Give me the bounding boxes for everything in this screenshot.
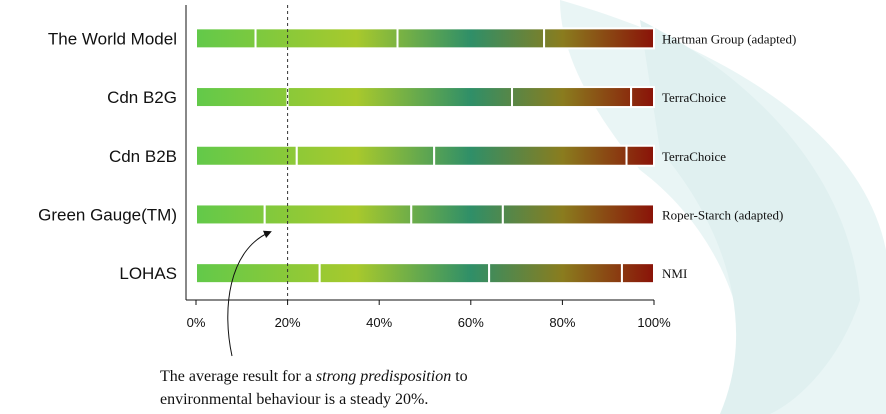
annotation-line-1: The average result for a strong predispo… (160, 368, 468, 385)
bar-segment (196, 204, 265, 224)
chart: 0% 20% 40% 60% 80% 100% The World Model Hartman… (0, 0, 886, 414)
bar-segment (512, 87, 631, 107)
bar-segment (256, 28, 398, 48)
bar-segment (544, 28, 654, 48)
category-label: Cdn B2B (109, 147, 177, 166)
annotation-arrow (228, 232, 270, 356)
annotation-text: to (451, 368, 467, 385)
bar-segment (288, 87, 512, 107)
source-label: NMI (662, 266, 687, 281)
bar-segment (297, 146, 434, 166)
bar-segment (196, 146, 297, 166)
x-tick-label: 100% (637, 315, 671, 330)
bar-segment (265, 204, 412, 224)
bar-segment (196, 87, 288, 107)
x-tick-label: 60% (458, 315, 484, 330)
annotation-text: The average result for a (160, 368, 316, 385)
category-label: Green Gauge(TM) (38, 205, 177, 224)
bar-segment (622, 263, 654, 283)
category-label: LOHAS (119, 264, 177, 283)
annotation-italic: strong predisposition (316, 368, 451, 385)
x-tick-label: 20% (275, 315, 301, 330)
bar-segment (627, 146, 654, 166)
bar-segment (631, 87, 654, 107)
x-tick-label: 80% (549, 315, 575, 330)
bar-segment (320, 263, 489, 283)
x-tick-label: 0% (187, 315, 206, 330)
source-label: TerraChoice (662, 149, 726, 164)
category-label: The World Model (48, 29, 177, 48)
bar-segment (489, 263, 622, 283)
source-label: Roper-Starch (adapted) (662, 207, 783, 222)
bar-segment (196, 263, 320, 283)
bar-segment (398, 28, 545, 48)
annotation-line-2: environmental behaviour is a steady 20%. (160, 391, 428, 408)
bar-segment (196, 28, 256, 48)
source-label: TerraChoice (662, 90, 726, 105)
x-tick-label: 40% (366, 315, 392, 330)
bar-segment (503, 204, 654, 224)
bar-segment (411, 204, 503, 224)
bar-segment (434, 146, 626, 166)
category-label: Cdn B2G (107, 88, 177, 107)
source-label: Hartman Group (adapted) (662, 31, 796, 46)
